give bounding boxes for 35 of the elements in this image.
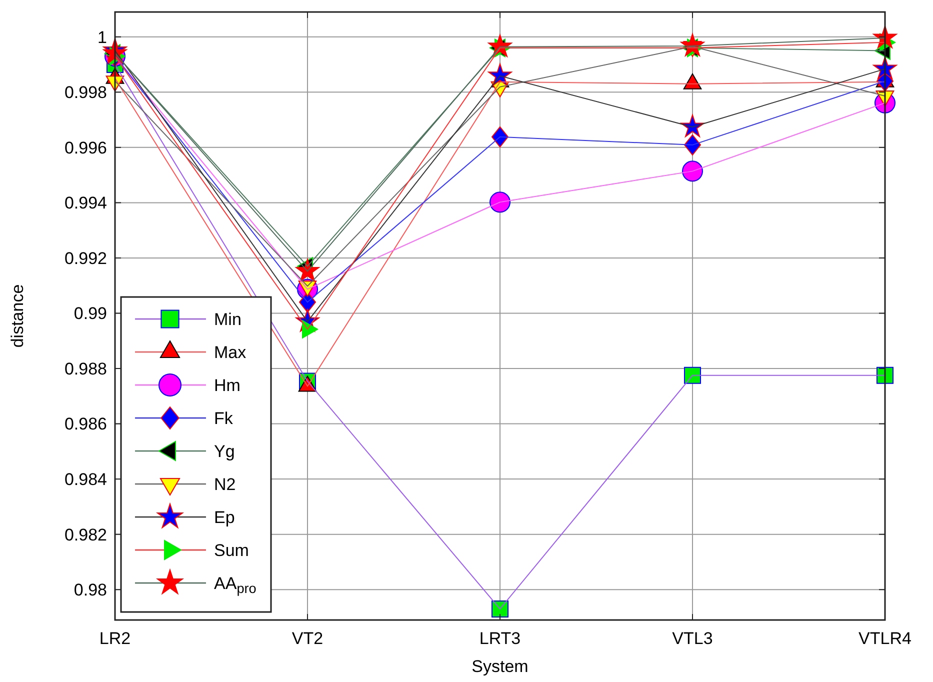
y-tick-label: 0.982 <box>64 525 107 544</box>
y-tick-label: 0.998 <box>64 83 107 102</box>
legend-label: Ep <box>214 508 235 527</box>
point <box>296 258 320 282</box>
y-axis-title: distance <box>8 284 27 348</box>
y-tick-label: 1 <box>98 28 107 47</box>
point <box>492 600 508 618</box>
legend-label: Fk <box>214 408 234 428</box>
x-tick-label: VT2 <box>292 629 324 648</box>
y-tick-label: 0.984 <box>64 470 107 490</box>
point <box>682 160 703 182</box>
y-tick-label: 0.992 <box>64 248 107 268</box>
y-tick-label: 0.99 <box>74 304 107 324</box>
legend-label: Yg <box>214 442 235 461</box>
y-tick-label: 0.986 <box>64 414 107 434</box>
legend-label: Hm <box>214 376 240 395</box>
point <box>684 366 701 384</box>
legend-label: Max <box>214 342 247 362</box>
y-tick-label: 0.988 <box>64 359 107 378</box>
point <box>876 366 894 384</box>
x-tick-label: VTLR4 <box>858 629 912 648</box>
x-tick-label: LR2 <box>99 629 131 648</box>
y-tick-label: 0.996 <box>64 138 107 158</box>
legend-label: N2 <box>214 474 236 494</box>
legend-label: Min <box>214 310 242 329</box>
x-axis-title: System <box>472 657 528 676</box>
point <box>490 192 510 213</box>
legend-label: Sum <box>214 540 249 560</box>
y-tick-label: 0.994 <box>64 194 107 213</box>
x-tick-label: VTL3 <box>672 629 713 648</box>
point <box>684 134 701 156</box>
point <box>492 126 508 148</box>
x-tick-label: LRT3 <box>479 629 521 648</box>
y-tick-label: 0.98 <box>74 580 107 600</box>
legend-label: AA$_{pro}$ <box>214 574 256 596</box>
